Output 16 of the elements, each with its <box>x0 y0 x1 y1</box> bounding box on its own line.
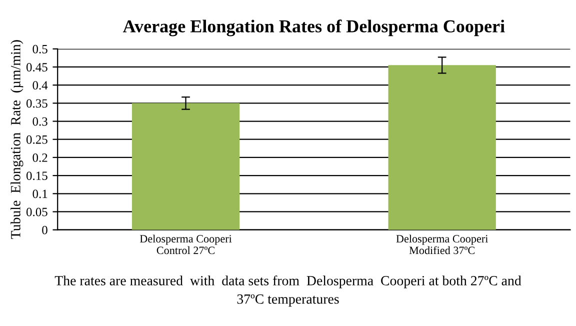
y-tick-label: 0.3 <box>32 117 48 126</box>
y-tick-label: 0.05 <box>26 208 48 216</box>
y-tick-label: 0 <box>42 226 48 234</box>
y-tick-label: 0.4 <box>32 81 48 90</box>
y-axis-title: Tubule Elongation Rate (µm/min) <box>10 40 24 239</box>
chart-title: Average Elongation Rates of Delosperma Cooperi <box>122 20 505 36</box>
y-tick-label: 0.5 <box>32 44 48 54</box>
x-tick-label: Delosperma Cooperi Modified 37ºC <box>396 234 488 254</box>
y-tick-label: 0.2 <box>32 153 48 162</box>
y-tick-label: 0.15 <box>26 172 48 180</box>
y-tick-label: 0.25 <box>26 135 48 144</box>
y-tick-label: 0.35 <box>26 99 48 108</box>
text: The rates are measured with data sets from Delosperma Cooperi at both 27ºC and 37ºC temperatures <box>54 275 522 307</box>
y-tick-label: 0.1 <box>32 190 48 198</box>
y-tick-label: 0.45 <box>26 63 48 72</box>
x-tick-label: Delosperma Cooperi Control 27ºC <box>140 234 232 254</box>
